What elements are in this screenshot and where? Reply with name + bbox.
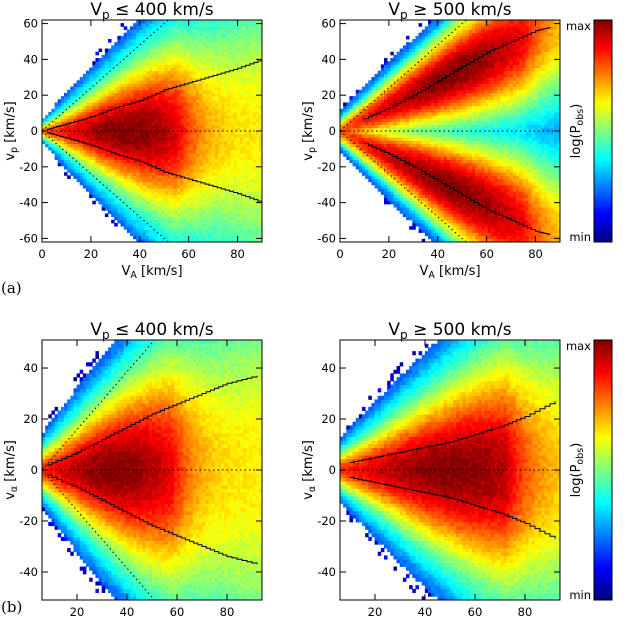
- row-label-a: (a): [1, 279, 22, 297]
- median-curve-lower: [364, 143, 551, 235]
- y-tick-label: 0: [329, 124, 336, 138]
- y-tick-label: 20: [321, 88, 336, 102]
- y-axis-label: vα [km/s]: [3, 440, 20, 500]
- panel-title: Vp ≤ 400 km/s: [90, 0, 213, 22]
- y-tick-label: -20: [317, 514, 336, 528]
- x-tick-label: 60: [170, 605, 185, 619]
- x-tick-label: 40: [418, 605, 433, 619]
- panel-a-right: 0 20 40 60 80 -60 -40 -20 0 20 40 60 Vp ≥ 500 km/s VA…: [301, 0, 561, 281]
- colorbar-min-label: min: [569, 588, 591, 602]
- y-tick-label: -40: [317, 565, 336, 579]
- x-tick-label: 80: [528, 247, 543, 261]
- y-tick-label: -60: [317, 231, 336, 245]
- colorbar-title: log(Pobs): [569, 104, 586, 159]
- y-tick-label: 0: [329, 463, 336, 477]
- diagonal-guide-lower: [41, 469, 155, 601]
- median-curve-upper: [364, 27, 551, 119]
- y-axis-label: vα [km/s]: [301, 440, 318, 500]
- heatmap-cells: [340, 20, 561, 243]
- diagonal-guide-lower: [339, 130, 467, 243]
- diagonal-guide-lower: [41, 130, 169, 243]
- y-tick-label: 40: [23, 52, 38, 66]
- y-tick-label: 20: [23, 412, 38, 426]
- y-tick-label: -40: [19, 565, 38, 579]
- y-tick-label: -20: [317, 160, 336, 174]
- colorbar-gradient: [593, 339, 613, 601]
- y-tick-label: 40: [321, 361, 336, 375]
- y-tick-label: 60: [321, 17, 336, 31]
- median-curve-upper: [350, 401, 556, 463]
- y-tick-label: -20: [19, 160, 38, 174]
- x-tick-label: 0: [38, 247, 45, 261]
- median-curve-lower: [46, 132, 263, 203]
- y-tick-label: 0: [31, 463, 38, 477]
- panel-title: Vp ≤ 400 km/s: [90, 320, 213, 342]
- x-tick-label: 60: [468, 605, 483, 619]
- y-tick-label: -40: [19, 196, 38, 210]
- median-curve-upper: [47, 375, 258, 466]
- colorbar-min-label: min: [569, 230, 591, 244]
- y-tick-label: 60: [23, 17, 38, 31]
- y-axis-label: vp [km/s]: [3, 101, 20, 160]
- colorbar-gradient: [593, 19, 613, 243]
- x-tick-label: 40: [120, 605, 135, 619]
- x-tick-label: 20: [70, 605, 85, 619]
- x-tick-label: 60: [479, 247, 494, 261]
- median-curve-lower: [47, 474, 258, 565]
- median-curve-lower: [350, 477, 556, 539]
- y-tick-label: 40: [321, 52, 336, 66]
- panel-a-left: 0 20 40 60 80 -60 -40 -20 0 20 40 60 Vp ≤ 400 km/s VA…: [3, 0, 263, 281]
- y-tick-label: -40: [317, 196, 336, 210]
- x-axis-label: VA [km/s]: [419, 264, 480, 281]
- y-tick-label: -60: [19, 231, 38, 245]
- x-tick-label: 80: [230, 247, 245, 261]
- colorbar-max-label: max: [566, 19, 591, 33]
- y-tick-label: 40: [23, 361, 38, 375]
- colorbar-max-label: max: [566, 339, 591, 353]
- x-tick-label: 60: [181, 247, 196, 261]
- x-tick-label: 80: [220, 605, 235, 619]
- median-curve-upper: [46, 59, 263, 130]
- panel-title: Vp ≥ 500 km/s: [388, 320, 511, 342]
- x-tick-label: 80: [518, 605, 533, 619]
- diagonal-guide-upper: [339, 19, 467, 132]
- y-tick-label: -20: [19, 514, 38, 528]
- panel-title: Vp ≥ 500 km/s: [388, 0, 511, 22]
- x-tick-label: 40: [132, 247, 147, 261]
- y-tick-label: 0: [31, 124, 38, 138]
- x-axis-label: VA [km/s]: [121, 264, 182, 281]
- y-axis-label: vp [km/s]: [301, 101, 318, 160]
- heatmap-cells: [42, 340, 263, 601]
- diagonal-guide-upper: [41, 19, 169, 132]
- diagonal-guide-upper: [41, 339, 155, 471]
- x-tick-label: 20: [382, 247, 397, 261]
- colorbar-a: max min log(Pobs): [566, 19, 613, 244]
- x-tick-label: 40: [430, 247, 445, 261]
- y-tick-label: 20: [23, 88, 38, 102]
- heatmap-cells: [42, 20, 263, 243]
- heatmap-cells: [340, 340, 561, 601]
- y-tick-label: 20: [321, 412, 336, 426]
- x-tick-label: 0: [336, 247, 343, 261]
- x-tick-label: 20: [84, 247, 99, 261]
- colorbar-b: max min log(Pobs): [566, 339, 613, 602]
- row-label-b: (b): [1, 598, 22, 616]
- x-tick-label: 20: [368, 605, 383, 619]
- colorbar-title: log(Pobs): [569, 443, 586, 498]
